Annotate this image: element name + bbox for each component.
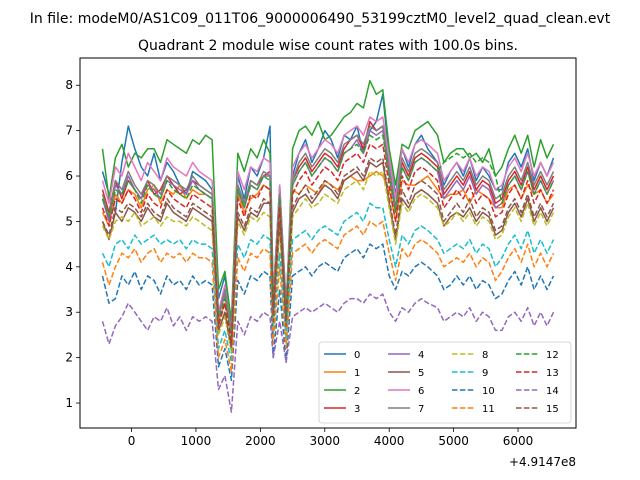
legend-label-6: 6 xyxy=(418,386,424,397)
legend-label-7: 7 xyxy=(418,404,424,415)
x-tick-label: 2000 xyxy=(245,434,276,448)
y-axis: 1 2 3 4 5 6 7 8 xyxy=(65,78,80,410)
legend-label-2: 2 xyxy=(354,386,360,397)
legend-label-8: 8 xyxy=(482,350,488,361)
x-offset-label: +4.9147e8 xyxy=(509,455,576,469)
legend-label-0: 0 xyxy=(354,350,360,361)
legend-label-11: 11 xyxy=(482,404,495,415)
legend-label-5: 5 xyxy=(418,368,424,379)
series-line-9 xyxy=(101,202,555,363)
series-line-0 xyxy=(101,93,555,327)
legend-label-10: 10 xyxy=(482,386,495,397)
series-line-2 xyxy=(101,79,555,323)
legend-label-12: 12 xyxy=(546,350,559,361)
y-tick-label: 5 xyxy=(65,214,73,228)
y-tick-label: 1 xyxy=(65,396,73,410)
series-line-6 xyxy=(101,116,555,332)
series-line-13 xyxy=(101,143,555,345)
legend-label-14: 14 xyxy=(546,386,559,397)
y-tick-label: 8 xyxy=(65,78,73,92)
series-line-11 xyxy=(101,220,555,373)
legend-label-3: 3 xyxy=(354,404,360,415)
x-tick-label: 3000 xyxy=(310,434,341,448)
plot-frame xyxy=(79,57,577,429)
x-tick-label: 5000 xyxy=(438,434,469,448)
legend-label-13: 13 xyxy=(546,368,559,379)
legend-label-4: 4 xyxy=(418,350,424,361)
y-tick-label: 3 xyxy=(65,305,73,319)
y-tick-label: 2 xyxy=(65,351,73,365)
series-line-12 xyxy=(101,134,555,341)
x-tick-label: 1000 xyxy=(181,434,212,448)
series-layer xyxy=(101,79,555,413)
chart-title: Quadrant 2 module wise count rates with … xyxy=(138,38,518,54)
y-tick-label: 6 xyxy=(65,169,73,183)
legend-label-15: 15 xyxy=(546,404,559,415)
legend-label-9: 9 xyxy=(482,368,488,379)
x-tick-label: 0 xyxy=(128,434,136,448)
series-line-8 xyxy=(101,170,555,354)
legend-box xyxy=(318,341,572,424)
series-line-5 xyxy=(101,161,555,350)
series-line-14 xyxy=(101,293,555,413)
series-line-3 xyxy=(101,120,555,336)
series-line-15 xyxy=(101,157,555,350)
x-tick-label: 6000 xyxy=(503,434,534,448)
chart-suptitle: In file: modeM0/AS1C09_011T06_9000006490… xyxy=(30,11,611,27)
y-tick-label: 4 xyxy=(65,260,73,274)
series-line-10 xyxy=(101,243,555,382)
legend-label-1: 1 xyxy=(354,368,360,379)
x-tick-label: 4000 xyxy=(374,434,405,448)
x-axis: 0 1000 2000 3000 4000 5000 6000 xyxy=(128,428,534,448)
y-tick-label: 7 xyxy=(65,124,73,138)
series-line-7 xyxy=(101,125,555,332)
